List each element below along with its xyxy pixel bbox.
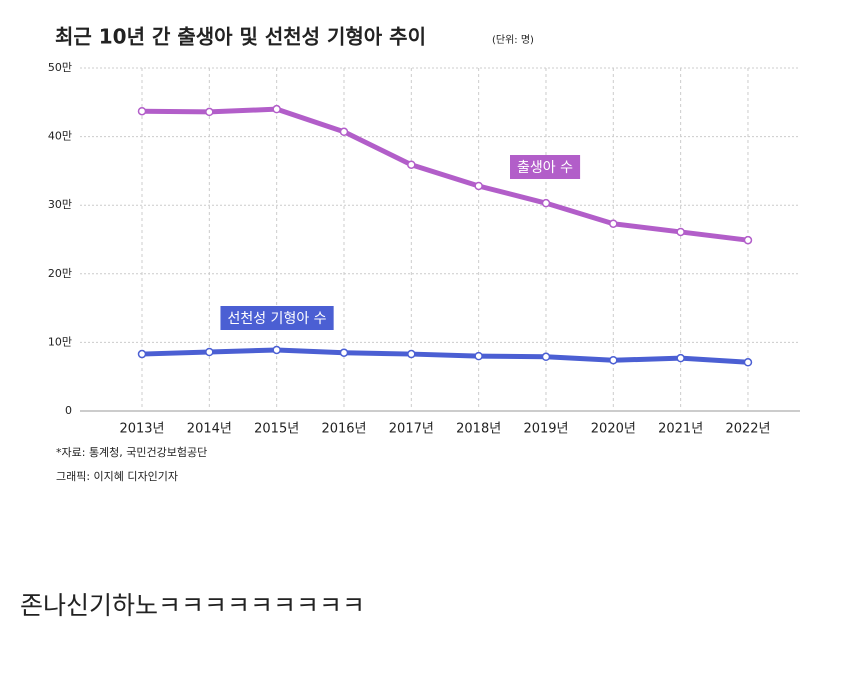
point xyxy=(474,351,483,361)
series-line xyxy=(141,347,749,365)
point xyxy=(676,227,685,237)
x-tick-label: 2022년 xyxy=(725,422,770,437)
point xyxy=(137,106,147,116)
source: *자료: 통계청, 국민건강보험공단 xyxy=(56,446,207,459)
point xyxy=(609,219,618,228)
point xyxy=(137,349,147,359)
x-tick-label: 2021년 xyxy=(658,422,703,437)
x-tick-label: 2014년 xyxy=(187,422,232,437)
y-tick-label: 10만 xyxy=(48,335,72,348)
point xyxy=(339,127,349,137)
point xyxy=(743,235,753,245)
point xyxy=(541,198,551,208)
point xyxy=(474,181,483,191)
x-tick-label: 2016년 xyxy=(321,422,366,437)
series-line xyxy=(141,106,749,243)
credit: 그래픽: 이지혜 디자인기자 xyxy=(56,470,178,483)
series-label-box xyxy=(220,306,334,330)
x-tick-label: 2017년 xyxy=(389,422,434,437)
caption: 존나신기하노ㅋㅋㅋㅋㅋㅋㅋㅋㅋ xyxy=(20,591,365,620)
y-tick-label: 30만 xyxy=(48,198,72,211)
point xyxy=(339,348,349,357)
point xyxy=(743,358,753,367)
point xyxy=(676,353,685,363)
series-label-text: 선천성 기형아 수 xyxy=(227,311,326,327)
y-tick-label: 0 xyxy=(65,404,72,417)
point xyxy=(541,352,551,362)
x-tick-label: 2013년 xyxy=(119,422,164,437)
x-tick-label: 2020년 xyxy=(591,422,636,437)
series-label-text: 출생아 수 xyxy=(517,160,573,176)
x-tick-label: 2018년 xyxy=(456,422,501,437)
point xyxy=(205,107,214,117)
point xyxy=(407,349,416,359)
point xyxy=(272,345,281,355)
unit-note: (단위: 명) xyxy=(492,33,534,46)
x-tick-label: 2019년 xyxy=(523,422,568,437)
series-label: 선천성 기형아 수 xyxy=(220,306,334,330)
point xyxy=(272,104,281,114)
y-tick-label: 50만 xyxy=(48,61,72,74)
chart-title: 최근 10년 간 출생아 및 선천성 기형아 추이 xyxy=(55,25,426,49)
series-label: 출생아 수 xyxy=(510,155,581,179)
y-tick-label: 20만 xyxy=(48,267,72,280)
series-label-box xyxy=(510,155,581,179)
point xyxy=(407,160,416,169)
x-tick-label: 2015년 xyxy=(254,422,299,437)
y-tick-label: 40만 xyxy=(48,130,72,143)
point xyxy=(609,355,618,365)
point xyxy=(205,347,214,357)
